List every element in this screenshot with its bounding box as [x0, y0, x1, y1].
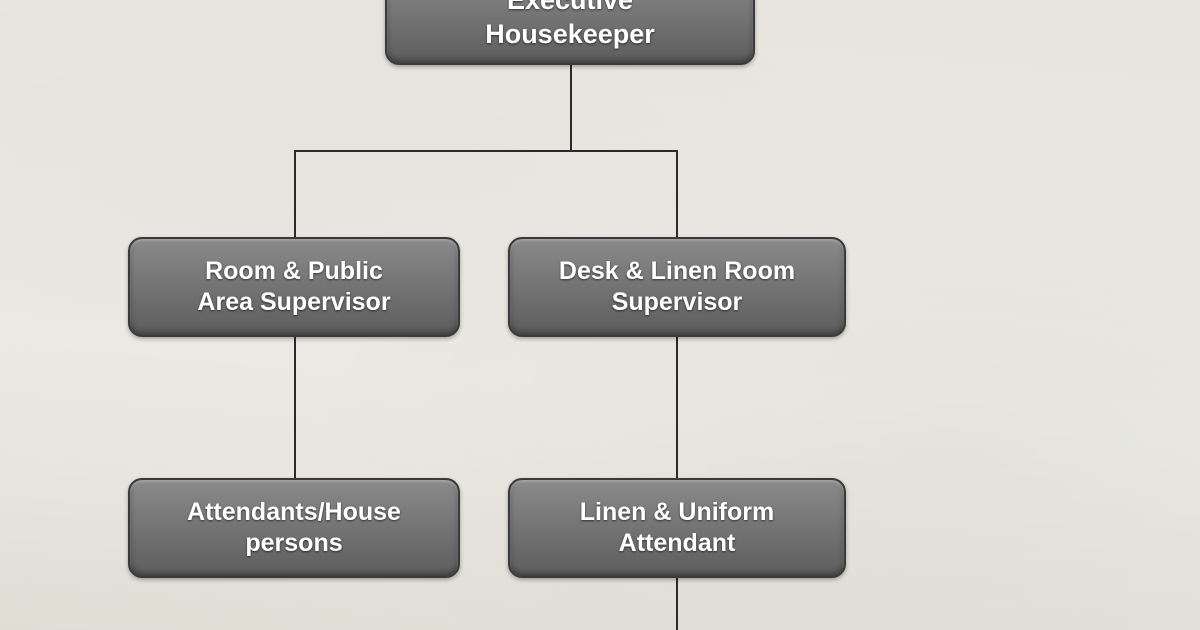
label-line: Attendant [619, 529, 736, 557]
connector-horizontal [294, 150, 678, 152]
node-label: Attendants/House persons [187, 497, 401, 560]
node-label: Linen & Uniform Attendant [580, 497, 774, 560]
label-line: Room & Public [205, 257, 383, 285]
connector-right-down [676, 150, 678, 237]
node-room-public-supervisor: Room & Public Area Supervisor [128, 237, 460, 337]
node-linen-uniform-attendant: Linen & Uniform Attendant [508, 478, 846, 578]
label-line: Area Supervisor [197, 288, 390, 316]
connector-left-down [294, 150, 296, 237]
node-label: Desk & Linen Room Supervisor [559, 256, 795, 319]
connector-left-mid [294, 337, 296, 478]
node-label: Room & Public Area Supervisor [197, 256, 390, 319]
label-line: Attendants/House [187, 498, 401, 526]
label-line: Housekeeper [485, 19, 655, 49]
label-line: Supervisor [612, 288, 743, 316]
connector-root-down [570, 65, 572, 150]
node-executive-housekeeper: Executive Housekeeper [385, 0, 755, 65]
label-line: persons [245, 529, 342, 557]
node-desk-linen-supervisor: Desk & Linen Room Supervisor [508, 237, 846, 337]
connector-right-mid [676, 337, 678, 478]
node-attendants-housepersons: Attendants/House persons [128, 478, 460, 578]
label-line: Linen & Uniform [580, 498, 774, 526]
node-label: Executive Housekeeper [485, 0, 655, 51]
label-line: Desk & Linen Room [559, 257, 795, 285]
label-line: Executive [507, 0, 633, 15]
connector-right-tail [676, 578, 678, 630]
